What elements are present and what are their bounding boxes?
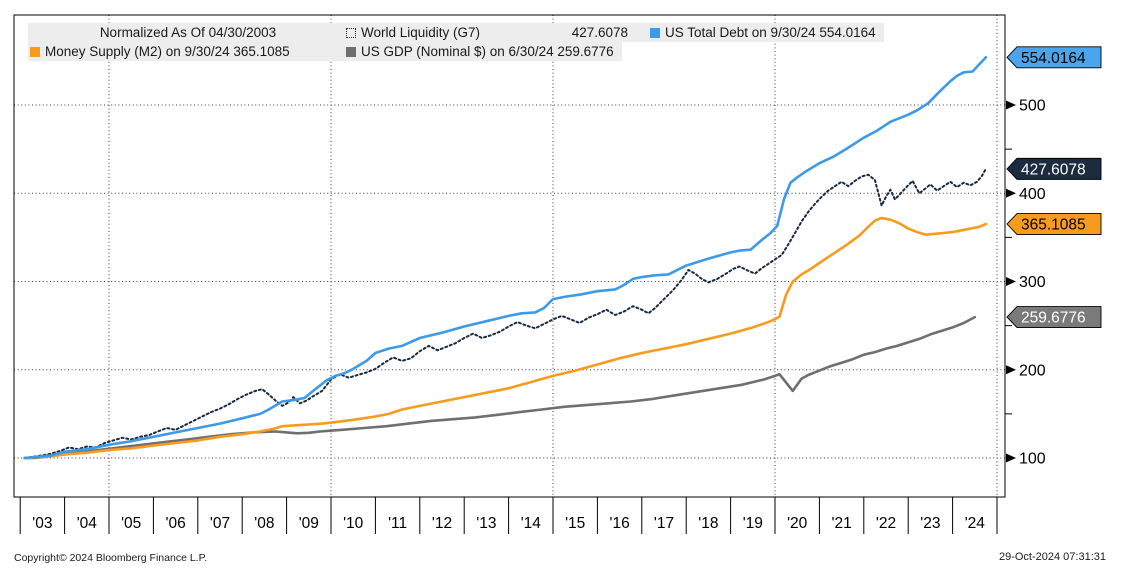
y-tick-arrow-icon-100 bbox=[1006, 453, 1016, 463]
legend-us-total-debt-label: US Total Debt on 9/30/24 554.0164 bbox=[665, 24, 876, 40]
legend-money-supply-label: Money Supply (M2) on 9/30/24 365.1085 bbox=[45, 43, 290, 59]
us-total-debt-swatch-icon bbox=[650, 27, 660, 38]
y-axis-label-300: 300 bbox=[1019, 274, 1046, 291]
y-axis-label-500: 500 bbox=[1019, 98, 1046, 115]
world-liquidity-dotted-swatch-icon bbox=[346, 27, 356, 38]
series-line-us-total-debt bbox=[23, 56, 988, 460]
legend-item-us-gdp[interactable]: US GDP (Nominal $) on 6/30/24 259.6776 bbox=[346, 43, 614, 61]
x-axis-label-09: '09 bbox=[299, 515, 319, 532]
legend-world-liquidity-value: 427.6078 bbox=[571, 24, 628, 40]
y-tick-arrow-icon-300 bbox=[1006, 277, 1016, 286]
y-axis-label-400: 400 bbox=[1019, 186, 1046, 203]
x-axis-label-18: '18 bbox=[698, 515, 718, 532]
y-tick-arrow-icon-200 bbox=[1006, 365, 1016, 375]
x-axis-label-06: '06 bbox=[165, 515, 185, 532]
x-axis-label-03: '03 bbox=[32, 515, 52, 532]
legend-item-us-total-debt[interactable]: US Total Debt on 9/30/24 554.0164 bbox=[650, 24, 876, 42]
y-tick-arrow-icon-400 bbox=[1006, 188, 1016, 198]
y-axis-label-200: 200 bbox=[1019, 362, 1046, 379]
x-axis-label-08: '08 bbox=[254, 515, 274, 532]
legend-us-gdp-label: US GDP (Nominal $) on 6/30/24 259.6776 bbox=[361, 43, 614, 59]
legend-row-1: Normalized As Of 04/30/2003 World Liquid… bbox=[28, 23, 884, 42]
x-axis-label-04: '04 bbox=[77, 515, 98, 532]
us-gdp-swatch-icon bbox=[346, 46, 356, 57]
legend-item-money-supply[interactable]: Money Supply (M2) on 9/30/24 365.1085 bbox=[30, 43, 346, 61]
value-tag-label-427-6078: 427.6078 bbox=[1021, 161, 1086, 178]
value-tag-label-365-1085: 365.1085 bbox=[1021, 217, 1086, 234]
x-axis-label-12: '12 bbox=[432, 515, 452, 532]
x-axis-label-24: '24 bbox=[965, 515, 986, 532]
legend-row-2: Money Supply (M2) on 9/30/24 365.1085 US… bbox=[28, 42, 622, 61]
x-axis-label-05: '05 bbox=[121, 515, 141, 532]
legend-world-liquidity-label: World Liquidity (G7) bbox=[361, 24, 481, 40]
copyright-text: Copyright© 2024 Bloomberg Finance L.P. bbox=[14, 552, 208, 564]
series-line-world-liquidity-g7 bbox=[23, 167, 987, 459]
value-tag-427-6078 bbox=[1006, 157, 1102, 180]
x-axis-label-23: '23 bbox=[920, 515, 940, 532]
x-axis-label-07: '07 bbox=[210, 515, 230, 532]
x-axis-label-16: '16 bbox=[609, 515, 629, 532]
x-axis-label-13: '13 bbox=[476, 515, 496, 532]
x-axis-label-10: '10 bbox=[343, 515, 364, 532]
x-axis-label-17: '17 bbox=[654, 515, 674, 532]
plot-frame bbox=[13, 14, 1006, 498]
timestamp-text: 29-Oct-2024 07:31:31 bbox=[998, 551, 1106, 563]
x-axis-label-21: '21 bbox=[831, 515, 851, 532]
value-tag-259-6776 bbox=[1006, 306, 1102, 329]
x-axis-label-11: '11 bbox=[388, 515, 407, 532]
x-axis-label-14: '14 bbox=[521, 515, 542, 532]
series-line-money-supply-m2 bbox=[23, 216, 988, 460]
series-line-us-gdp-nominal bbox=[23, 315, 977, 460]
value-tag-label-554-0164: 554.0164 bbox=[1021, 50, 1086, 67]
chart-legend: Normalized As Of 04/30/2003 World Liquid… bbox=[28, 23, 884, 61]
x-axis-label-19: '19 bbox=[743, 515, 763, 532]
y-axis-label-100: 100 bbox=[1019, 451, 1046, 468]
value-tag-554-0164 bbox=[1006, 46, 1102, 69]
legend-item-world-liquidity[interactable]: World Liquidity (G7) 427.6078 bbox=[346, 24, 650, 42]
money-supply-swatch-icon bbox=[30, 46, 40, 57]
value-tag-365-1085 bbox=[1006, 213, 1102, 235]
x-axis-label-20: '20 bbox=[787, 515, 808, 532]
x-axis-label-22: '22 bbox=[876, 515, 896, 532]
x-axis-label-15: '15 bbox=[565, 515, 585, 532]
y-tick-arrow-icon-500 bbox=[1006, 100, 1016, 110]
normalized-as-of-label: Normalized As Of 04/30/2003 bbox=[99, 24, 277, 40]
value-tag-label-259-6776: 259.6776 bbox=[1021, 310, 1086, 327]
